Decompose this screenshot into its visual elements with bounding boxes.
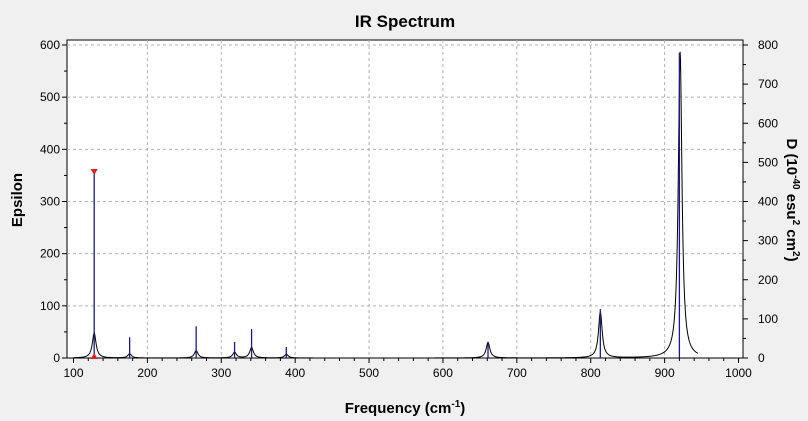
x-tick-label: 400	[285, 366, 305, 380]
y-left-tick-label: 100	[40, 299, 60, 313]
y-right-axis-label: D (10-40 esu2 cm2)	[783, 138, 801, 261]
y-left-tick-label: 500	[40, 90, 60, 104]
y-left-axis-ticks: 0 100 200 300 400 500 600	[40, 38, 67, 365]
y-right-label-p2: esu	[783, 190, 800, 220]
x-tick-label: 600	[433, 366, 453, 380]
y-right-tick-label: 700	[758, 77, 778, 91]
x-axis-label-end: )	[460, 400, 465, 417]
y-left-tick-label: 0	[53, 351, 60, 365]
x-axis-ticks: 100 200 300 400 500 600 700 800 900 1000	[63, 358, 752, 380]
x-tick-label: 800	[581, 366, 601, 380]
y-right-tick-label: 200	[758, 273, 778, 287]
y-right-tick-label: 100	[758, 312, 778, 326]
x-tick-label: 300	[211, 366, 231, 380]
marker-bottom-triangle	[90, 353, 98, 359]
x-tick-label: 1000	[725, 366, 752, 380]
y-left-tick-label: 600	[40, 38, 60, 52]
y-right-label-p1: D (10	[783, 138, 800, 175]
x-tick-label: 700	[507, 366, 527, 380]
grid	[67, 40, 743, 358]
x-axis-label-main: Frequency (cm	[345, 400, 452, 417]
y-right-label-sup2: 2	[790, 220, 801, 226]
x-tick-label: 500	[359, 366, 379, 380]
stick-lines	[93, 52, 681, 358]
x-axis-label-sup: -1	[451, 399, 460, 410]
y-right-axis-ticks: 0 100 200 300 400 500 600 700 800	[743, 38, 778, 365]
chart-title: IR Spectrum	[355, 12, 455, 31]
epsilon-spectrum-line	[73, 51, 699, 359]
y-right-label-end: )	[783, 257, 800, 262]
y-right-tick-label: 0	[758, 351, 765, 365]
y-right-label-p3: cm	[783, 225, 800, 251]
y-left-tick-label: 200	[40, 247, 60, 261]
y-right-tick-label: 800	[758, 38, 778, 52]
y-left-axis-label: Epsilon	[9, 173, 26, 227]
spectrum-curve-group	[73, 51, 699, 359]
y-right-tick-label: 600	[758, 116, 778, 130]
y-right-label-sup3: 2	[790, 251, 801, 257]
y-right-tick-label: 300	[758, 234, 778, 248]
y-right-tick-label: 500	[758, 155, 778, 169]
y-right-label-sup1: -40	[790, 175, 801, 190]
selection-marker[interactable]	[90, 168, 98, 359]
plot-area	[66, 39, 744, 359]
marker-top-triangle	[90, 168, 98, 175]
x-tick-label: 900	[655, 366, 675, 380]
x-tick-label: 100	[63, 366, 83, 380]
y-left-tick-label: 300	[40, 195, 60, 209]
x-axis-label: Frequency (cm-1)	[345, 399, 466, 417]
y-right-tick-label: 400	[758, 195, 778, 209]
y-left-tick-label: 400	[40, 142, 60, 156]
x-tick-label: 200	[137, 366, 157, 380]
